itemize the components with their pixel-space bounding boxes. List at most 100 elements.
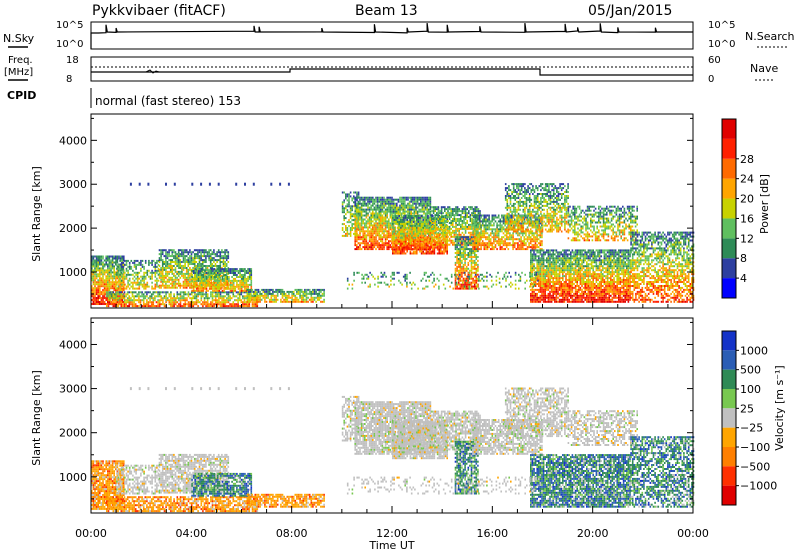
power-cell — [421, 251, 423, 253]
power-cell — [238, 286, 240, 288]
power-cell — [377, 240, 379, 242]
power-cell — [434, 220, 436, 222]
power-cell — [97, 285, 99, 287]
power-cell — [447, 230, 449, 232]
power-cell — [460, 262, 462, 264]
power-cell — [162, 303, 164, 305]
power-cell — [172, 287, 174, 289]
power-cell — [456, 248, 458, 250]
power-cell — [167, 273, 169, 275]
power-cell — [279, 291, 281, 293]
power-cell — [406, 237, 408, 239]
power-cell — [151, 301, 153, 303]
power-cell — [369, 232, 371, 234]
power-cell — [172, 265, 174, 267]
power-cell — [94, 289, 96, 291]
power-cell — [406, 211, 408, 213]
power-cell — [434, 216, 436, 218]
power-cell — [94, 287, 96, 289]
power-cell — [378, 234, 380, 236]
power-cell — [188, 251, 190, 253]
power-cell — [412, 199, 414, 201]
power-cell — [418, 247, 420, 249]
power-cell — [113, 291, 115, 293]
power-cell — [160, 277, 162, 279]
power-cell — [218, 303, 220, 305]
power-cell — [105, 277, 107, 279]
power-cell — [159, 287, 161, 289]
power-cell — [411, 225, 413, 227]
power-cell — [342, 205, 344, 207]
power-cell — [199, 257, 201, 259]
power-cell — [153, 291, 155, 293]
power-cell — [452, 208, 454, 210]
power-cell — [377, 199, 379, 201]
power-cell — [109, 289, 111, 291]
power-cell — [168, 263, 170, 265]
power-cell — [194, 263, 196, 265]
power-cell — [380, 228, 382, 230]
power-cell — [215, 255, 217, 257]
power-cell — [392, 219, 394, 221]
power-cell — [137, 284, 139, 286]
power-cell — [378, 220, 380, 222]
power-cell — [342, 201, 344, 203]
power-cell — [312, 293, 314, 295]
power-cell — [94, 299, 96, 301]
power-cell — [239, 276, 241, 278]
power-cell — [460, 236, 462, 238]
power-cell — [196, 280, 198, 282]
power-cell — [386, 213, 388, 215]
power-cell — [347, 205, 349, 207]
power-cell — [206, 284, 208, 286]
power-cell — [183, 259, 185, 261]
power-cell — [129, 291, 131, 293]
power-cell — [170, 271, 172, 273]
power-cell — [366, 203, 368, 205]
power-cell — [471, 208, 473, 210]
power-cell — [204, 301, 206, 303]
power-cell — [140, 299, 142, 301]
power-cell — [102, 281, 104, 283]
power-cell — [390, 226, 392, 228]
power-cell — [112, 262, 114, 264]
power-cell — [148, 264, 150, 266]
power-cell — [172, 269, 174, 271]
power-cell — [406, 197, 408, 199]
power-cell — [364, 224, 366, 226]
power-cell — [293, 291, 295, 293]
power-cell — [251, 270, 253, 272]
power-cell — [449, 230, 451, 232]
power-cell — [212, 268, 214, 270]
power-cell — [430, 226, 432, 228]
power-cell — [450, 224, 452, 226]
power-cell — [426, 203, 428, 205]
power-cell — [430, 238, 432, 240]
power-cell — [167, 287, 169, 289]
power-cell — [220, 280, 222, 282]
power-cell — [170, 255, 172, 257]
power-cell — [177, 305, 179, 307]
power-cell — [165, 259, 167, 261]
power-cell — [400, 231, 402, 233]
power-cell — [463, 280, 465, 282]
power-cell — [323, 299, 325, 301]
power-cell — [132, 270, 134, 272]
power-cell — [452, 210, 454, 212]
power-cell — [148, 301, 150, 303]
power-cell — [229, 303, 231, 305]
power-cell — [107, 287, 109, 289]
power-cell — [416, 215, 418, 217]
power-cell — [374, 224, 376, 226]
power-cell — [460, 234, 462, 236]
power-cell — [374, 213, 376, 215]
power-cell — [165, 287, 167, 289]
power-cell — [420, 203, 422, 205]
power-cell — [185, 297, 187, 299]
power-cell — [462, 220, 464, 222]
power-cell — [402, 199, 404, 201]
power-cell — [220, 251, 222, 253]
power-cell — [343, 219, 345, 221]
power-cell — [221, 249, 223, 251]
power-cell — [354, 232, 356, 234]
